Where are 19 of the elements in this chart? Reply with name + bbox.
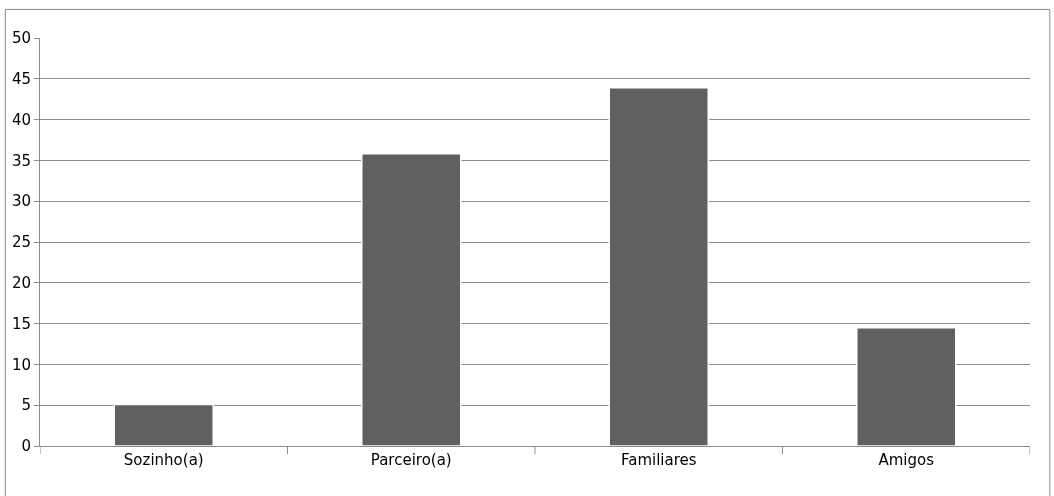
y-tick-label: 10 xyxy=(11,355,31,374)
y-tick-label: 45 xyxy=(11,70,31,89)
y-tick-label: 25 xyxy=(11,233,31,252)
x-tick-label: Parceiro(a) xyxy=(370,451,452,469)
y-tick-label: 0 xyxy=(21,437,31,456)
bar xyxy=(856,326,957,446)
y-tick-label: 50 xyxy=(11,29,31,48)
y-tick-label: 20 xyxy=(11,274,31,293)
y-tick-label: 15 xyxy=(11,314,31,333)
y-tick-label: 40 xyxy=(11,110,31,129)
x-tick-label: Familiares xyxy=(620,451,697,469)
x-tick-label: Sozinho(a) xyxy=(123,451,204,469)
y-tick-label: 35 xyxy=(11,151,31,170)
y-tick-label: 30 xyxy=(11,192,31,211)
bar xyxy=(113,403,214,446)
x-tick-label: Amigos xyxy=(878,451,935,469)
bar xyxy=(361,153,462,446)
y-tick-label: 5 xyxy=(21,396,31,415)
bar xyxy=(608,87,709,446)
